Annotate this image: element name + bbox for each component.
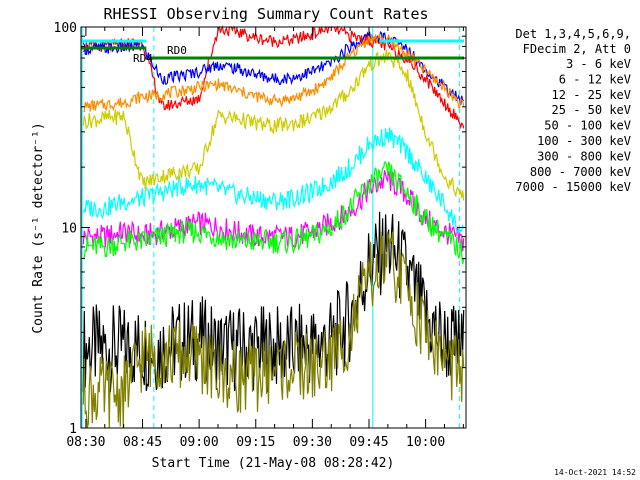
annotation-rd0: RD0 (167, 44, 187, 57)
x-axis: 08:30 08:45 09:00 09:15 09:30 09:45 10:00 (66, 27, 464, 450)
series-line-9 (82, 231, 465, 429)
x-tick-label: 09:15 (236, 435, 275, 450)
y-axis: 1 10 100 (54, 21, 466, 437)
annotation-rd4: RD4 (133, 52, 153, 65)
x-tick-label: 08:45 (123, 435, 162, 450)
y-tick-label: 100 (54, 21, 77, 36)
x-tick-label: 10:00 (406, 435, 445, 450)
footer-timestamp: 14-Oct-2021 14:52 (554, 468, 636, 477)
series-line-5 (82, 49, 465, 201)
series-line-4 (82, 127, 465, 234)
legend-entry-6: 100 - 300 keV (537, 134, 631, 148)
legend-entry-1: 3 - 6 keV (566, 57, 631, 71)
y-tick-label: 10 (61, 222, 77, 237)
series-line-3 (82, 161, 465, 265)
x-tick-label: 09:30 (293, 435, 332, 450)
x-axis-label: Start Time (21-May-08 08:28:42) (152, 456, 395, 471)
legend: Det 1,3,4,5,6,9, FDecim 2, Att 0 3 - 6 k… (515, 27, 631, 194)
legend-entry-7: 300 - 800 keV (537, 149, 631, 163)
x-tick-label: 08:30 (66, 435, 105, 450)
x-tick-label: 09:00 (180, 435, 219, 450)
y-axis-label: Count Rate (s⁻¹ detector⁻¹) (31, 122, 46, 333)
annotations: RD0 RD4 (81, 39, 464, 65)
legend-entry-2: 6 - 12 keV (559, 72, 631, 86)
x-tick-label: 09:45 (349, 435, 388, 450)
chart-title: RHESSI Observing Summary Count Rates (103, 5, 428, 23)
legend-entry-3: 12 - 25 keV (552, 88, 631, 102)
legend-entry-4: 25 - 50 keV (552, 103, 631, 117)
series-line-8 (83, 32, 465, 113)
legend-entry-5: 50 - 100 keV (544, 119, 631, 133)
y-tick-label: 1 (69, 422, 77, 437)
legend-header-line-2: FDecim 2, Att 0 (523, 42, 631, 56)
legend-entry-8: 800 - 7000 keV (530, 165, 631, 179)
legend-entry-9: 7000 - 15000 keV (515, 180, 631, 194)
legend-header-line-1: Det 1,3,4,5,6,9, (515, 27, 631, 41)
